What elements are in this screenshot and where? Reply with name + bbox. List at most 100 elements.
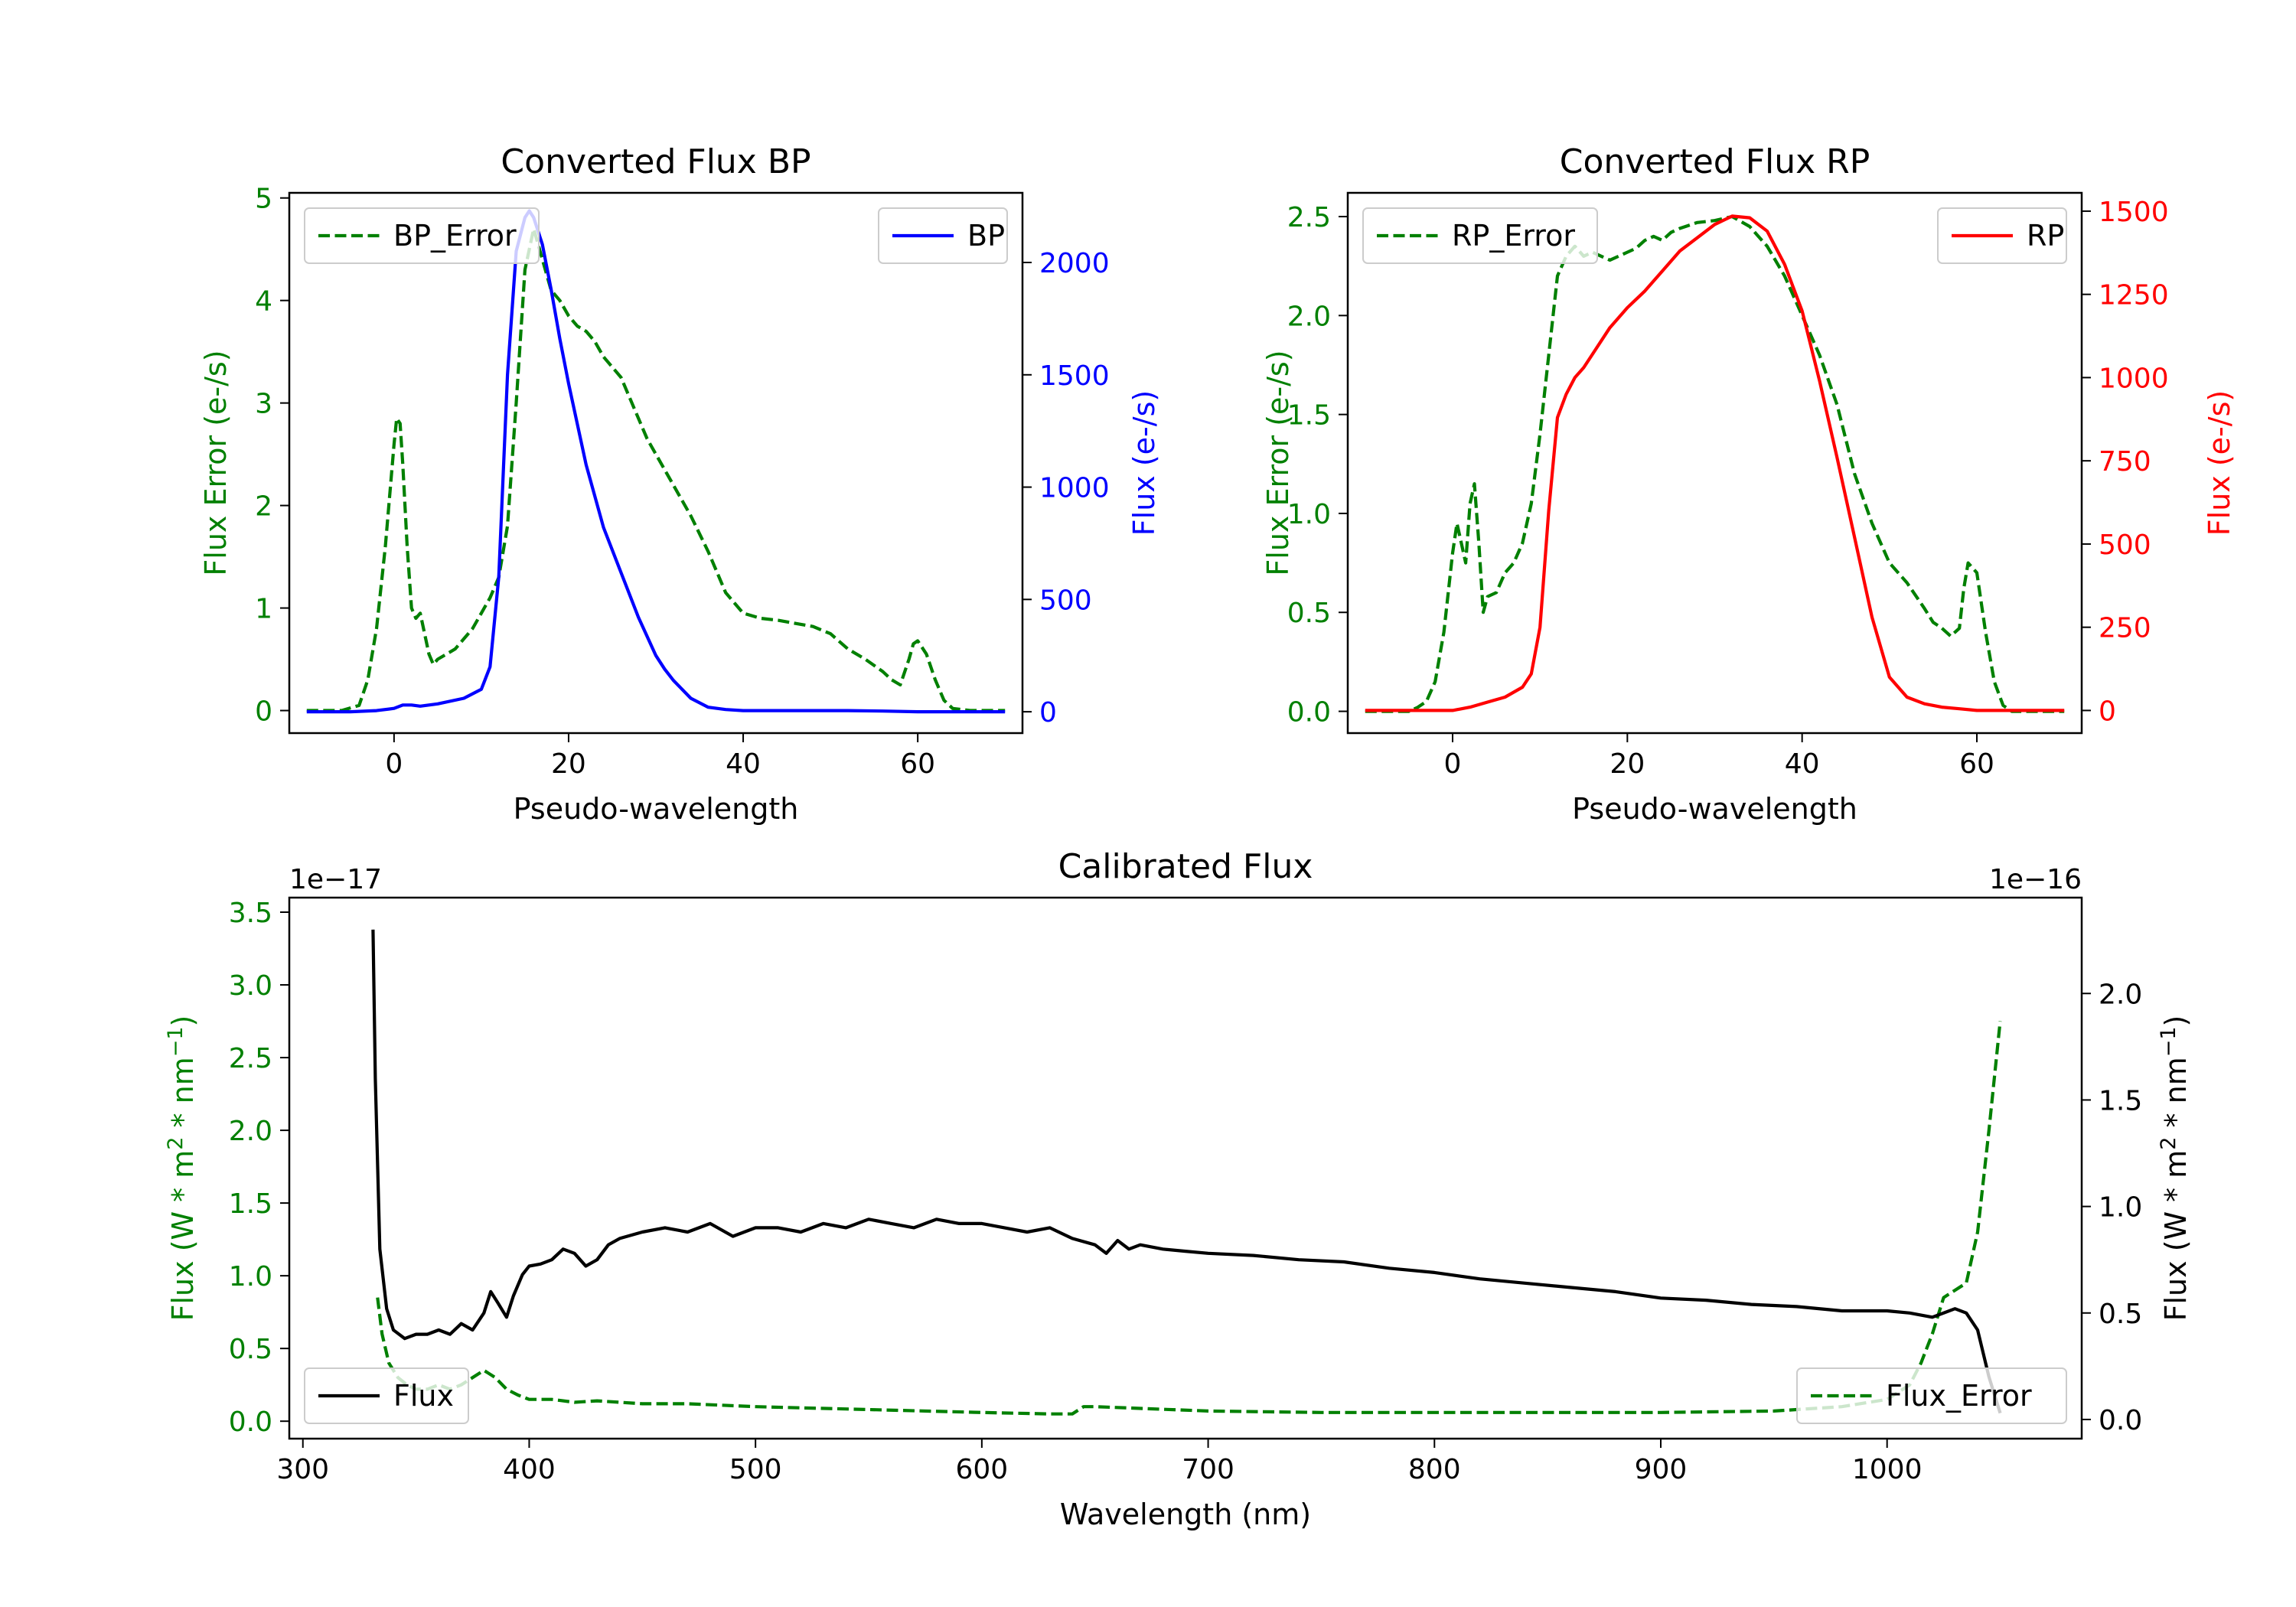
- legend-box: [1362, 207, 1598, 264]
- legend-flux: Flux: [304, 1367, 469, 1424]
- right-y-tick-label: 0.5: [2099, 1299, 2142, 1330]
- left-y-axis-label: Flux Error (e-/s): [1261, 350, 1295, 575]
- chart-title: Converted Flux RP: [1560, 142, 1870, 181]
- legend-rp-error: RP_Error: [1362, 207, 1598, 264]
- left-y-tick-label: 1.5: [1287, 400, 1331, 432]
- series-bp-error: [306, 227, 1006, 712]
- axis-label-part: * nm: [2159, 1057, 2193, 1136]
- chart-title: Calibrated Flux: [1058, 847, 1313, 886]
- right-y-tick-label: 1000: [2099, 363, 2169, 394]
- x-tick-label: 500: [729, 1454, 782, 1485]
- chart-bp: Converted Flux BP0 20 40 60Pseudo-wavelengt…: [199, 142, 1161, 826]
- axes-frame: [1346, 191, 2083, 735]
- left-y-axis-label: Flux (W * m2 * nm−1): [164, 1015, 200, 1322]
- right-y-tick-label: 750: [2099, 446, 2151, 478]
- right-offset-text: 1e−16: [1989, 864, 2082, 895]
- left-y-tick-label: 1.0: [229, 1261, 272, 1292]
- series-flux: [371, 929, 2002, 1414]
- legend-rp: RP: [1937, 207, 2067, 264]
- legend-flux-error: Flux_Error: [1796, 1367, 2067, 1424]
- x-tick-label: 800: [1408, 1454, 1461, 1485]
- left-y-tick-label: 2.0: [1287, 301, 1331, 332]
- left-y-tick-label: 3.0: [229, 970, 272, 1002]
- right-y-tick-label: 1.5: [2099, 1085, 2142, 1116]
- left-y-tick-label: 4: [255, 286, 272, 318]
- axis-label-part: 2: [2157, 1137, 2180, 1150]
- x-tick-label: 400: [503, 1454, 556, 1485]
- legend-box: [304, 207, 540, 264]
- legend-label: BP: [967, 219, 1005, 253]
- legend-bp: BP: [878, 207, 1008, 264]
- x-tick-label: 1000: [1852, 1454, 1923, 1485]
- right-y-tick-label: 2000: [1039, 248, 1110, 279]
- x-axis-label: Pseudo-wavelength: [514, 792, 799, 826]
- right-y-tick-label: 1500: [1039, 360, 1110, 392]
- right-y-tick-label: 1250: [2099, 280, 2169, 311]
- series-bp: [306, 209, 1006, 714]
- left-y-tick-label: 2.5: [1287, 202, 1331, 233]
- legend-label: RP: [2027, 219, 2064, 253]
- x-tick-label: 900: [1635, 1454, 1688, 1485]
- axis-label-part: Flux (W * m: [166, 1150, 200, 1322]
- chart-title: Converted Flux BP: [501, 142, 810, 181]
- x-tick-label: 40: [1785, 748, 1820, 780]
- x-tick-label: 700: [1182, 1454, 1234, 1485]
- x-axis-label: Pseudo-wavelength: [1572, 792, 1857, 826]
- right-y-tick-label: 500: [2099, 530, 2151, 561]
- right-y-tick-label: 500: [1039, 585, 1092, 616]
- axes-frame: [288, 191, 1024, 735]
- axis-label-part: ): [166, 1015, 200, 1027]
- x-tick-label: 60: [1959, 748, 1994, 780]
- legend-bp-error: BP_Error: [304, 207, 540, 264]
- legend-label: Flux: [393, 1379, 454, 1413]
- legend-label: Flux_Error: [1886, 1379, 2032, 1413]
- left-y-tick-label: 2.5: [229, 1043, 272, 1074]
- axis-label-part: −1: [164, 1026, 188, 1057]
- legend-box: [304, 1367, 469, 1424]
- left-y-axis-label: Flux Error (e-/s): [199, 350, 233, 575]
- left-y-tick-label: 2.0: [229, 1116, 272, 1147]
- right-y-tick-label: 2.0: [2099, 979, 2142, 1010]
- legend-label: BP_Error: [393, 219, 517, 253]
- axes-frame: [288, 896, 2083, 1440]
- right-y-tick-label: 0: [1039, 697, 1057, 729]
- x-tick-label: 60: [900, 748, 935, 780]
- x-tick-label: 0: [385, 748, 403, 780]
- left-y-tick-label: 0.5: [229, 1334, 272, 1365]
- right-y-tick-label: 1.0: [2099, 1192, 2142, 1224]
- axis-label-part: 2: [164, 1137, 188, 1150]
- right-y-tick-label: 250: [2099, 613, 2151, 644]
- x-tick-label: 20: [551, 748, 586, 780]
- left-y-tick-label: 1: [255, 594, 272, 625]
- left-y-tick-label: 2: [255, 491, 272, 523]
- left-y-tick-label: 1.5: [229, 1188, 272, 1220]
- axis-label-part: * nm: [166, 1057, 200, 1136]
- series-rp-error: [1365, 214, 2065, 713]
- series-rp: [1365, 214, 2065, 712]
- right-y-tick-label: 0.0: [2099, 1405, 2142, 1436]
- axis-label-part: −1: [2157, 1026, 2180, 1057]
- left-y-tick-label: 5: [255, 184, 272, 215]
- left-y-tick-label: 0.0: [1287, 697, 1331, 729]
- legend-box: [1796, 1367, 2067, 1424]
- right-y-tick-label: 0: [2099, 696, 2116, 727]
- left-y-tick-label: 0: [255, 696, 272, 728]
- x-tick-label: 20: [1609, 748, 1645, 780]
- left-y-tick-label: 1.0: [1287, 499, 1331, 530]
- chart-rp: Converted Flux RP 0 20 40 60 Pseudo-wavelengt…: [1261, 142, 2236, 826]
- right-y-axis-label: Flux (e-/s): [2203, 390, 2236, 536]
- right-y-axis-label: Flux (W * m2 * nm−1): [2157, 1015, 2193, 1322]
- x-tick-label: 0: [1444, 748, 1462, 780]
- x-tick-label: 600: [956, 1454, 1009, 1485]
- left-y-tick-label: 3: [255, 389, 272, 420]
- x-axis-label: Wavelength (nm): [1060, 1498, 1311, 1531]
- left-y-tick-label: 0.0: [229, 1407, 272, 1438]
- left-y-tick-label: 0.5: [1287, 598, 1331, 629]
- x-tick-label: 300: [276, 1454, 329, 1485]
- left-offset-text: 1e−17: [289, 864, 382, 895]
- right-y-tick-label: 1500: [2099, 197, 2169, 228]
- x-tick-label: 40: [726, 748, 761, 780]
- left-y-tick-label: 3.5: [229, 898, 272, 929]
- right-y-tick-label: 1000: [1039, 473, 1110, 504]
